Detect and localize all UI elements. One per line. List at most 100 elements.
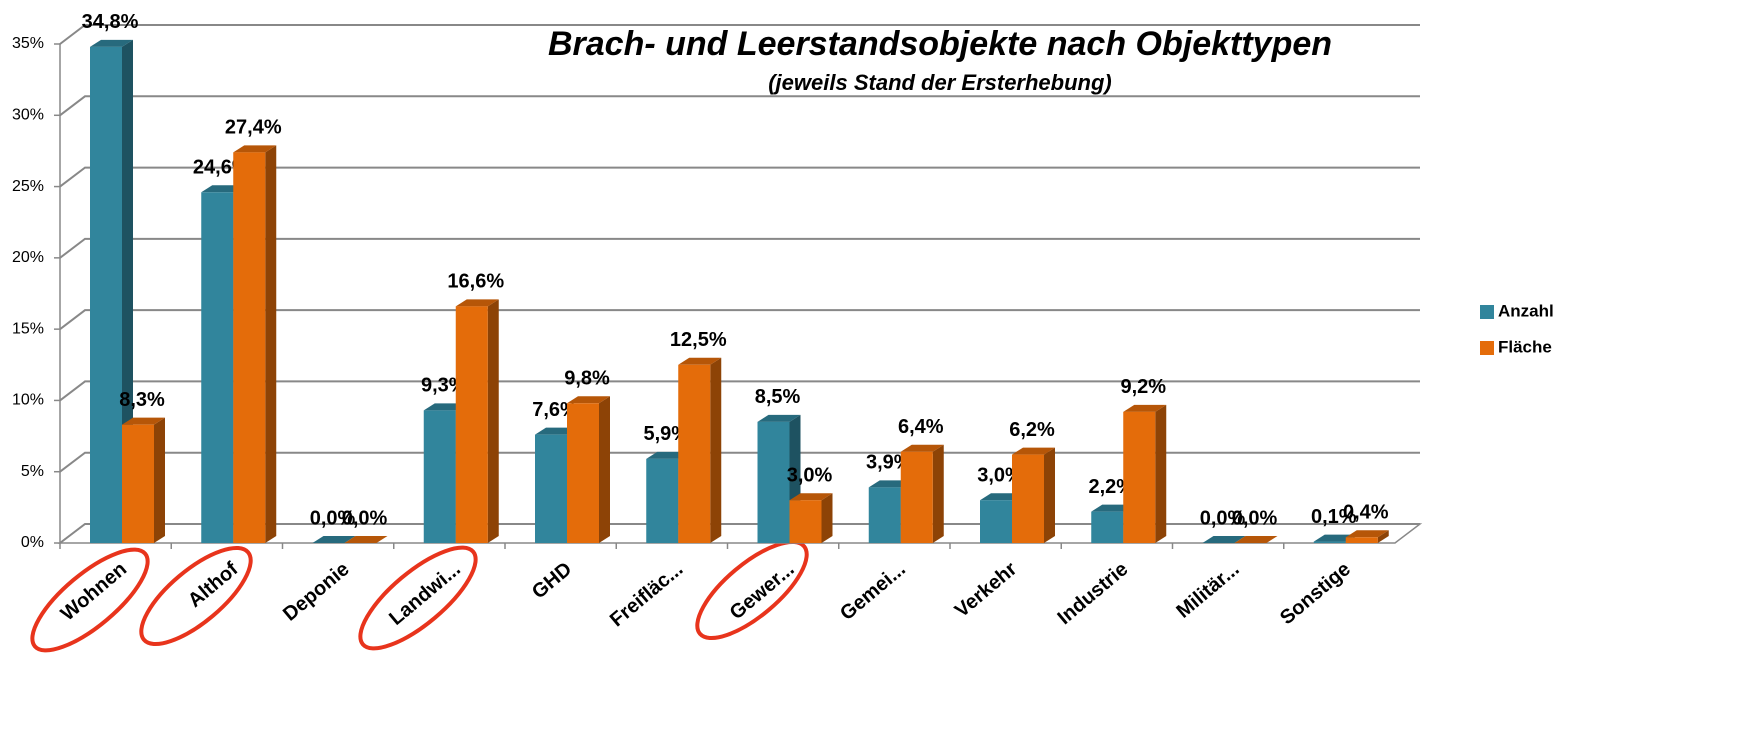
bar-front [90,46,122,543]
bar-top [122,417,165,425]
bar-side [599,396,610,543]
x-tick-label: Wohnen [57,558,131,625]
legend-label: Fläche [1498,337,1552,356]
bar-side [821,493,833,543]
value-label: 0,0% [1232,507,1278,529]
bar [312,536,356,543]
bar [1234,536,1278,543]
value-label: 9,2% [1120,376,1166,398]
value-label: 8,3% [119,389,165,411]
y-tick-label: 35% [12,35,44,52]
value-label: 9,8% [564,368,610,390]
bar-top [757,414,801,422]
value-label: 0,0% [310,507,356,529]
bar [122,417,165,543]
bar-side [1377,530,1389,543]
bar-top [1345,530,1389,538]
bar [646,451,690,543]
bar-front [868,487,901,543]
value-label: 27,4% [225,117,282,139]
x-tick-label: GHD [528,558,576,603]
value-label: 5,9% [643,423,689,445]
bar-top [455,299,499,307]
y-tick-label: 20% [12,249,44,266]
bar-front [423,410,456,543]
y-tick-label: 0% [21,534,44,551]
y-tick-label: 10% [12,392,44,409]
bar [678,357,722,543]
bar [1345,530,1389,543]
value-label: 7,6% [532,399,578,421]
bar-front [1313,541,1346,543]
legend-label: Anzahl [1498,301,1554,320]
grid-line [59,523,1420,544]
bar-top [1123,404,1167,412]
value-label: 34,8% [82,11,139,33]
x-tick-label: Sonstige [1276,558,1355,629]
bar-front [567,403,599,543]
chart-title: Brach- und Leerstandsobjekte nach Objekt… [548,25,1332,63]
highlight-ellipse [695,539,809,641]
chart-subtitle: (jeweils Stand der Ersterhebung) [768,70,1112,95]
bar-side [122,39,133,543]
value-label: 0,0% [342,507,388,529]
bar-side [265,145,277,543]
bar-front [757,421,790,543]
bar [1012,447,1055,543]
bar-top [233,145,277,153]
y-tick-label: 15% [12,320,44,337]
bar-front [980,500,1012,543]
y-tick-label: 5% [21,463,44,480]
bar [344,536,388,543]
value-label: 0,1% [1311,506,1357,528]
x-tick-label: Deponie [279,558,354,626]
bar-front [1091,511,1124,543]
value-label: 3,9% [866,452,912,474]
bar-top [567,396,610,404]
x-tick-label: Freifläc... [606,558,687,631]
bar-side [932,444,944,543]
bar [1202,536,1246,543]
bar-side [1155,404,1167,543]
bar-front [201,192,234,543]
bar-front [646,458,679,543]
grid-line [59,24,1420,45]
bar-top [90,39,133,47]
bar-front [122,424,154,543]
value-label: 16,6% [447,271,504,293]
grid-line [59,237,1420,259]
bar-side [154,417,165,543]
bar-front [535,434,567,543]
bar [789,493,833,543]
bar-top [900,444,944,452]
grid-line [59,309,1420,330]
bar-front [1345,537,1378,543]
bar [90,39,133,543]
grid-line [59,166,1420,188]
bar-front [678,364,711,543]
value-label: 2,2% [1088,476,1134,498]
y-tick-label: 30% [12,107,44,124]
value-label: 9,3% [421,375,467,397]
x-tick-label: Verkehr [951,558,1022,622]
bar-top [678,357,722,365]
highlight-ellipse [358,545,478,651]
value-label: 0,4% [1343,502,1389,524]
bar [455,299,499,543]
legend-swatch [1480,305,1494,319]
bar-top [1234,536,1278,543]
value-label: 8,5% [755,386,801,408]
x-tick-label: Militär... [1172,558,1243,623]
bar-top [789,493,833,501]
bar-front [455,306,488,543]
bar-front [233,152,266,543]
x-tick-label: Landwi... [385,558,465,630]
bar-side [710,357,722,543]
bar-front [789,500,822,543]
value-label: 0,0% [1200,507,1246,529]
value-label: 3,0% [977,465,1023,487]
value-label: 6,2% [1009,419,1055,441]
value-label: 6,4% [898,416,944,438]
x-tick-label: Industrie [1054,558,1133,629]
bar-top [1012,447,1055,455]
